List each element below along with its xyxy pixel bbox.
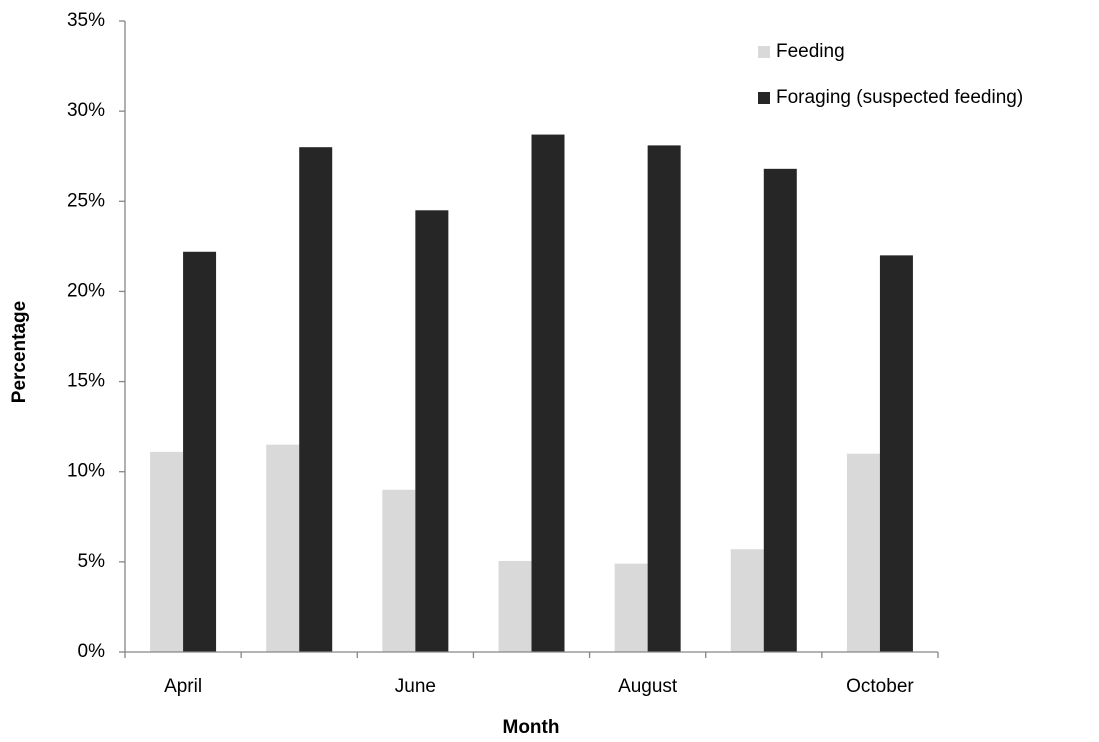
bar bbox=[531, 134, 565, 652]
legend-label: Feeding bbox=[776, 41, 845, 62]
x-axis-title: Month bbox=[503, 717, 560, 738]
bar bbox=[763, 168, 797, 652]
legend-label: Foraging (suspected feeding) bbox=[776, 87, 1023, 108]
bar bbox=[846, 453, 880, 652]
y-tick-label: 0% bbox=[78, 641, 106, 662]
y-tick-label: 25% bbox=[67, 190, 105, 211]
x-tick-label: April bbox=[164, 676, 202, 697]
legend-swatch bbox=[758, 46, 770, 58]
y-axis-title: Percentage bbox=[9, 301, 30, 403]
bar bbox=[647, 145, 681, 652]
bar bbox=[299, 147, 333, 652]
y-tick-label: 15% bbox=[67, 371, 105, 392]
x-tick-label: October bbox=[846, 676, 914, 697]
bar bbox=[382, 489, 416, 652]
bar bbox=[415, 210, 449, 653]
y-tick-label: 10% bbox=[67, 461, 105, 482]
y-tick-label: 5% bbox=[78, 551, 106, 572]
bar bbox=[266, 444, 300, 652]
bar bbox=[150, 451, 184, 652]
y-tick-label: 20% bbox=[67, 280, 105, 301]
y-tick-label: 35% bbox=[67, 10, 105, 31]
legend-swatch bbox=[758, 92, 770, 104]
bar bbox=[730, 549, 764, 652]
x-tick-label: August bbox=[618, 676, 678, 697]
bar bbox=[498, 560, 532, 652]
bar bbox=[183, 251, 217, 652]
bar bbox=[614, 563, 648, 652]
bar bbox=[879, 255, 913, 652]
y-tick-label: 30% bbox=[67, 100, 105, 121]
x-tick-label: June bbox=[395, 676, 436, 697]
